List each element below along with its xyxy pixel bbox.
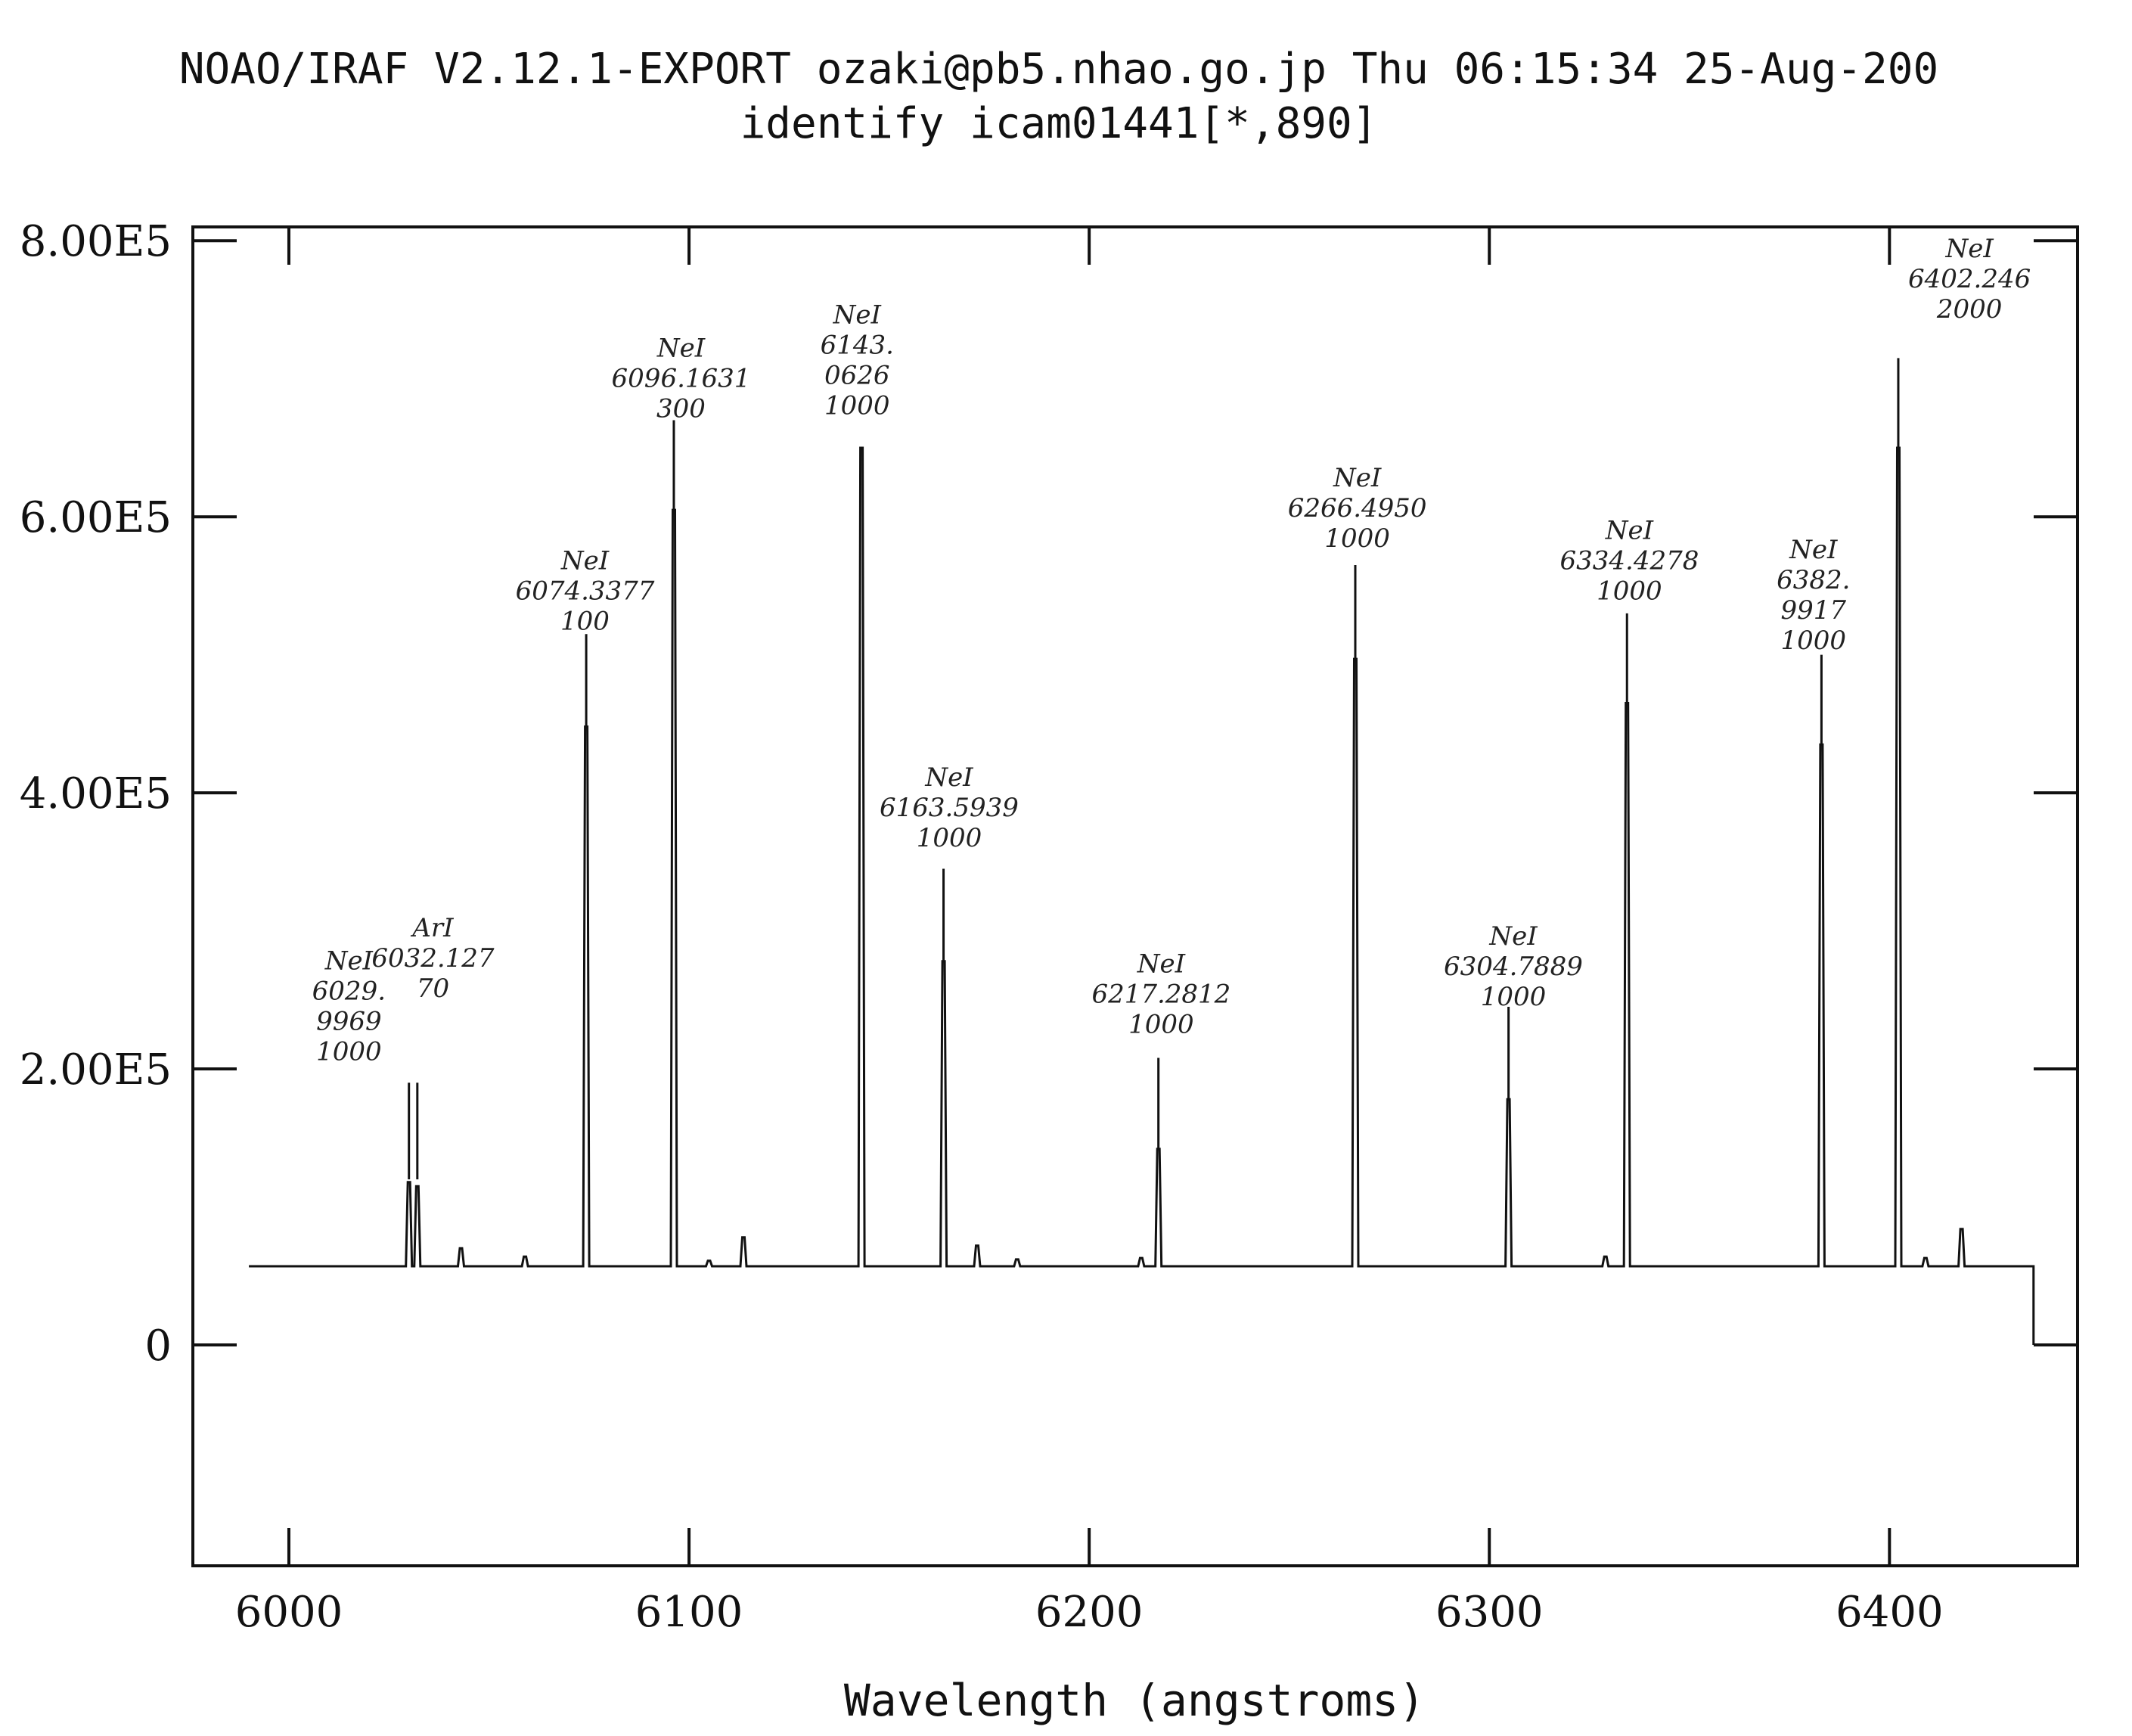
x-tick-label: 6400	[1836, 1588, 1944, 1637]
y-tick-label: 6.00E5	[20, 493, 172, 542]
plot-frame	[191, 225, 2079, 1567]
y-tick-label: 2.00E5	[20, 1045, 172, 1095]
line-id-label: NeI 6163.5939 1000	[880, 762, 1019, 853]
y-tick-label: 4.00E5	[20, 769, 172, 818]
y-tick-label: 8.00E5	[20, 217, 172, 266]
line-id-label: NeI 6074.3377 100	[516, 546, 655, 637]
line-id-label: NeI 6217.2812 1000	[1091, 949, 1230, 1039]
x-tick-label: 6200	[1035, 1588, 1144, 1637]
chart-title: NOAO/IRAF V2.12.1-EXPORT ozaki@pb5.nhao.…	[179, 45, 1938, 94]
spectrum-line	[249, 446, 2035, 1345]
x-axis: 6000 6100 6200 6300 6400	[235, 227, 1944, 1637]
x-tick-label: 6300	[1435, 1588, 1544, 1637]
chart-subtitle: identify icam01441[*,890]	[740, 99, 1378, 148]
y-axis: 0 2.00E5 4.00E5 6.00E5 8.00E5	[20, 217, 2078, 1371]
line-id-label: NeI 6382. 9917 1000	[1777, 535, 1850, 656]
line-id-label: NeI 6096.1631 300	[612, 334, 751, 424]
line-id-label: NeI 6143. 0626 1000	[821, 300, 894, 421]
line-id-label: NeI 6029. 9969 1000	[312, 946, 386, 1067]
line-id-label: NeI 6334.4278 1000	[1559, 515, 1699, 606]
y-tick-label: 0	[144, 1321, 172, 1371]
line-id-label: NeI 6266.4950 1000	[1288, 463, 1427, 554]
x-tick-label: 6100	[635, 1588, 743, 1637]
x-tick-label: 6000	[235, 1588, 343, 1637]
line-id-label: ArI 6032.127 70	[371, 913, 495, 1004]
line-id-label: NeI 6402.246 2000	[1908, 234, 2031, 325]
x-axis-title: Wavelength (angstroms)	[844, 1675, 1425, 1726]
line-id-label: NeI 6304.7889 1000	[1444, 921, 1583, 1012]
